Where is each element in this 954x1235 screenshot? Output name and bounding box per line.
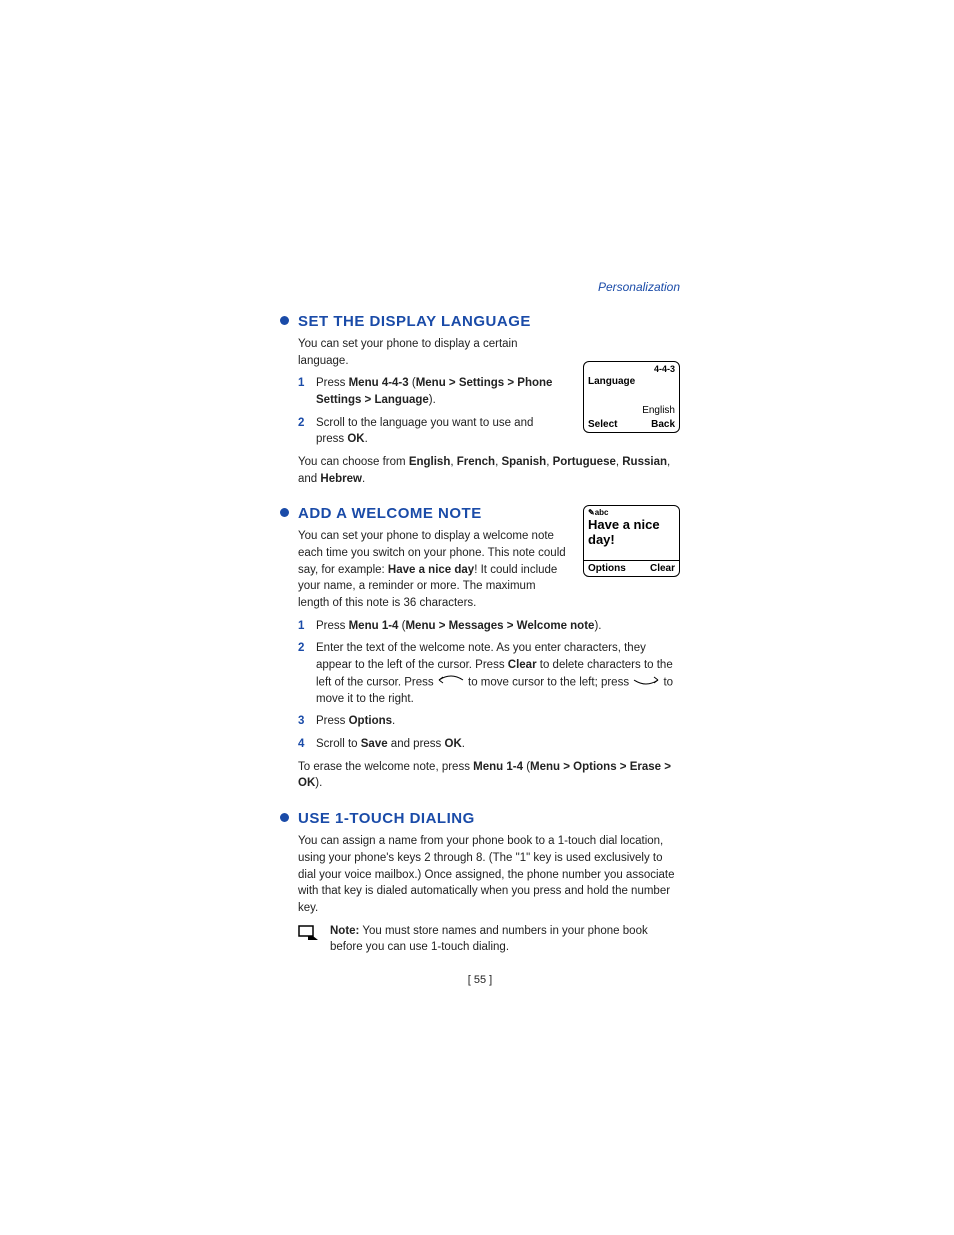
text: ( <box>523 761 530 773</box>
outro-text: To erase the welcome note, press Menu 1-… <box>280 759 680 792</box>
step-2: 2 Enter the text of the welcome note. As… <box>298 640 680 707</box>
text: Press <box>316 620 349 632</box>
bold: Portuguese <box>553 456 616 468</box>
note-icon <box>298 925 320 946</box>
bold: OK <box>347 433 364 445</box>
section-welcome-note: ADD A WELCOME NOTE You can set your phon… <box>280 505 680 792</box>
bold: Menu 1-4 <box>473 761 523 773</box>
step-3: 3 Press Options. <box>298 713 680 730</box>
section-1-touch-dialing: USE 1-TOUCH DIALING You can assign a nam… <box>280 810 680 956</box>
manual-page: Personalization SET THE DISPLAY LANGUAGE… <box>280 285 680 956</box>
screen-input-mode: ✎abc <box>588 508 609 517</box>
intro-text: You can set your phone to display a cert… <box>280 336 558 369</box>
line: Have a nice <box>588 517 660 532</box>
text: You can choose from <box>298 456 409 468</box>
left-arrow-key-icon <box>437 674 465 691</box>
step-number: 2 <box>298 640 304 657</box>
bold: Russian <box>622 456 667 468</box>
text: Scroll to <box>316 738 361 750</box>
heading-text: SET THE DISPLAY LANGUAGE <box>298 313 531 330</box>
screen-softkey-right: Clear <box>650 563 675 574</box>
intro-text: You can set your phone to display a welc… <box>280 528 568 611</box>
heading-text: USE 1-TOUCH DIALING <box>298 810 475 827</box>
text: . <box>392 715 395 727</box>
bullet-icon <box>280 316 289 325</box>
bold: Have a nice day <box>388 564 474 576</box>
screen-value: English <box>642 405 675 416</box>
screen-softkey-left: Options <box>588 563 626 574</box>
bullet-icon <box>280 813 289 822</box>
heading-text: ADD A WELCOME NOTE <box>298 505 482 522</box>
bold: Menu 1-4 <box>349 620 399 632</box>
bold: Clear <box>508 659 537 671</box>
page-number: [ 55 ] <box>468 974 492 986</box>
step-number: 1 <box>298 375 304 392</box>
text: Press <box>316 377 349 389</box>
note-text: Note: You must store names and numbers i… <box>330 923 680 956</box>
text: and press <box>388 738 445 750</box>
screen-softkey-left: Select <box>588 419 617 430</box>
step-2: 2 Scroll to the language you want to use… <box>298 415 558 448</box>
step-1: 1 Press Menu 4-4-3 (Menu > Settings > Ph… <box>298 375 558 408</box>
text: . <box>365 433 368 445</box>
bold: Spanish <box>501 456 546 468</box>
bold: Hebrew <box>320 473 362 485</box>
step-number: 3 <box>298 713 304 730</box>
step-number: 1 <box>298 618 304 635</box>
text: You must store names and numbers in your… <box>330 925 648 954</box>
screen-softkey-right: Back <box>651 419 675 430</box>
note-row: Note: You must store names and numbers i… <box>280 923 680 956</box>
bold: English <box>409 456 451 468</box>
screen-welcome-text: Have a nice day! <box>588 518 660 547</box>
section-display-language: SET THE DISPLAY LANGUAGE You can set you… <box>280 313 680 487</box>
heading-display-language: SET THE DISPLAY LANGUAGE <box>280 313 680 330</box>
text: ( <box>409 377 416 389</box>
bullet-icon <box>280 508 289 517</box>
text: . <box>462 738 465 750</box>
phone-screen-welcome: ✎abc Have a nice day! Options Clear <box>583 505 680 577</box>
step-number: 2 <box>298 415 304 432</box>
bold: French <box>457 456 495 468</box>
text: to move cursor to the left; press <box>465 676 632 688</box>
screen-divider <box>584 560 679 561</box>
bold: Options <box>349 715 392 727</box>
text: ). <box>315 777 322 789</box>
text: Press <box>316 715 349 727</box>
bold: Menu 4-4-3 <box>349 377 409 389</box>
outro-text: You can choose from English, French, Spa… <box>280 454 680 487</box>
phone-screen-language: 4-4-3 Language English Select Back <box>583 361 680 433</box>
section-header: Personalization <box>598 280 680 294</box>
right-arrow-key-icon <box>632 674 660 691</box>
intro-text: You can assign a name from your phone bo… <box>280 833 680 916</box>
line: day! <box>588 532 615 547</box>
bold: Menu > Messages > Welcome note <box>405 620 594 632</box>
step-4: 4 Scroll to Save and press OK. <box>298 736 680 753</box>
bold: Note: <box>330 925 359 937</box>
step-number: 4 <box>298 736 304 753</box>
text: . <box>362 473 365 485</box>
text: To erase the welcome note, press <box>298 761 473 773</box>
text: ). <box>429 394 436 406</box>
screen-title: Language <box>588 376 635 387</box>
bold: Save <box>361 738 388 750</box>
screen-menupath: 4-4-3 <box>654 364 675 374</box>
bold: OK <box>445 738 462 750</box>
text: ). <box>594 620 601 632</box>
step-1: 1 Press Menu 1-4 (Menu > Messages > Welc… <box>298 618 680 635</box>
heading-1-touch-dialing: USE 1-TOUCH DIALING <box>280 810 680 827</box>
steps-list: 1 Press Menu 1-4 (Menu > Messages > Welc… <box>280 618 680 753</box>
